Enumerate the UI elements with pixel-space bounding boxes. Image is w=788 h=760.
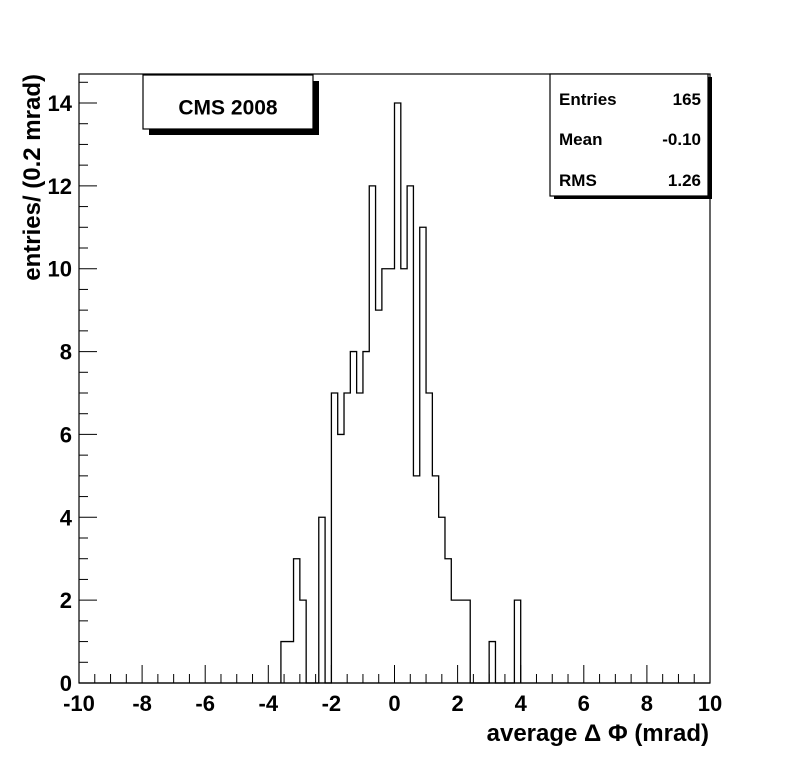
- x-tick-label: -10: [63, 691, 95, 716]
- x-tick-label: -6: [195, 691, 215, 716]
- x-tick-label: 8: [641, 691, 653, 716]
- x-tick-labels: -10 -8 -6 -4 -2 0 2 4 6 8 10: [63, 691, 722, 716]
- x-tick-label: 2: [451, 691, 463, 716]
- x-axis-title: average Δ Φ (mrad): [487, 720, 709, 747]
- y-tick-label: 14: [48, 91, 73, 116]
- x-tick-label: -2: [322, 691, 342, 716]
- y-tick-label: 2: [60, 588, 72, 613]
- stats-mean-label: Mean: [559, 130, 602, 149]
- cms-label-text: CMS 2008: [178, 97, 278, 120]
- y-tick-label: 6: [60, 422, 72, 447]
- stats-box: Entries 165 Mean -0.10 RMS 1.26: [549, 73, 712, 199]
- y-tick-label: 8: [60, 340, 72, 365]
- y-tick-labels: 0 2 4 6 8 10 12 14: [48, 91, 73, 696]
- cms-label-box: CMS 2008: [142, 74, 319, 135]
- x-tick-label: 6: [578, 691, 590, 716]
- x-tick-label: 10: [698, 691, 722, 716]
- axis-ticks: [78, 81, 711, 684]
- stats-rms-label: RMS: [559, 171, 597, 190]
- x-tick-label: 0: [388, 691, 400, 716]
- y-tick-label: 4: [60, 505, 73, 530]
- stats-entries-label: Entries: [559, 90, 617, 109]
- x-tick-label: -4: [259, 691, 279, 716]
- stats-rms-value: 1.26: [668, 171, 701, 190]
- stats-entries-value: 165: [673, 90, 701, 109]
- y-tick-label: 10: [48, 257, 72, 282]
- stats-mean-value: -0.10: [662, 130, 701, 149]
- y-tick-label: 12: [48, 174, 72, 199]
- y-axis-title: entries/ (0.2 mrad): [19, 74, 46, 281]
- x-tick-label: 4: [515, 691, 528, 716]
- x-tick-label: -8: [132, 691, 152, 716]
- y-tick-label: 0: [60, 671, 72, 696]
- histogram-line: [280, 102, 522, 684]
